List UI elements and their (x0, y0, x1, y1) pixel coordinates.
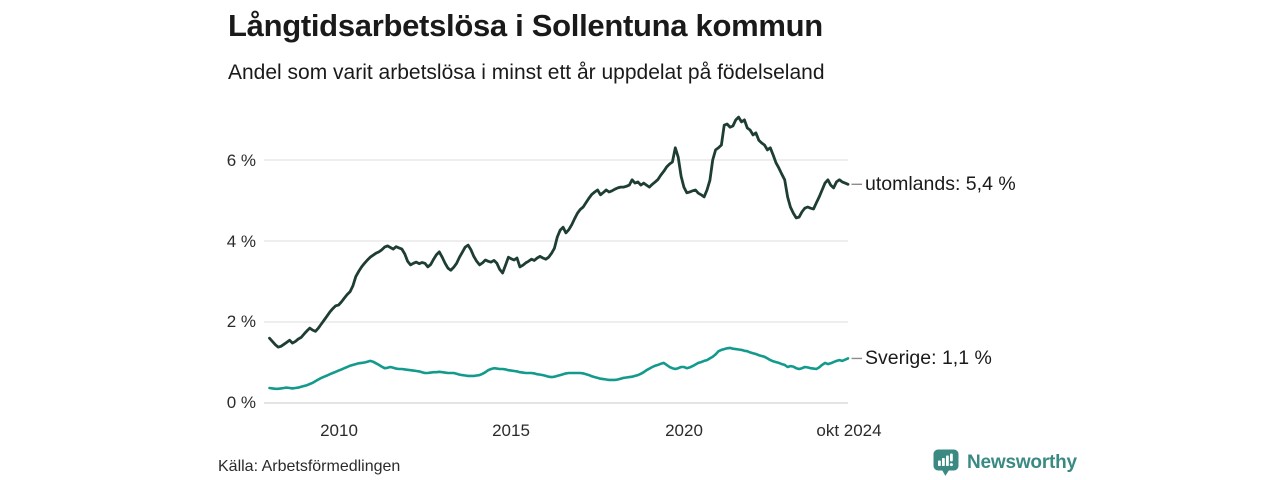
chart-subtitle: Andel som varit arbetslösa i minst ett å… (228, 61, 825, 84)
y-axis-tick-4: 4 % (226, 232, 256, 251)
line-Sverige (268, 346, 850, 391)
source-attribution: Källa: Arbetsförmedlingen (218, 458, 401, 475)
x-axis-tick-2010: 2010 (320, 421, 358, 440)
series-label-sverige: Sverige: 1,1 % (865, 347, 992, 370)
y-axis-tick-0: 0 % (226, 393, 256, 412)
y-axis-tick-6: 6 % (226, 151, 256, 170)
x-axis-tick-2020: 2020 (665, 421, 703, 440)
y-axis-tick-2: 2 % (226, 312, 256, 331)
page-title: Långtidsarbetslösa i Sollentuna kommun (228, 8, 823, 43)
newsworthy-logo: Newsworthy (933, 449, 1077, 477)
line-utomlands (268, 115, 850, 349)
newsworthy-wordmark: Newsworthy (967, 452, 1077, 473)
x-axis-tick-okt-2024: okt 2024 (816, 421, 882, 440)
series-label-utomlands: utomlands: 5,4 % (865, 173, 1016, 196)
x-axis-tick-2015: 2015 (492, 421, 530, 440)
bar-chart-speech-bubble-icon (933, 449, 959, 476)
